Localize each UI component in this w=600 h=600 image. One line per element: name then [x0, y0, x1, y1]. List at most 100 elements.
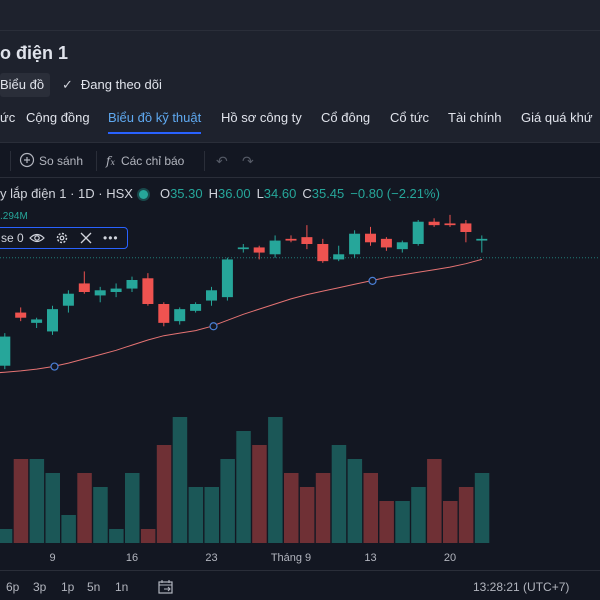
- indicators-label: Các chỉ báo: [120, 154, 185, 168]
- candle-body: [269, 240, 281, 255]
- volume-bar: [299, 487, 315, 543]
- more-icon[interactable]: •••: [103, 231, 119, 245]
- compare-label: So sánh: [39, 154, 84, 168]
- volume-bar: [236, 431, 251, 543]
- volume-bar: [458, 487, 474, 543]
- candle-body: [396, 242, 408, 250]
- candle-body: [301, 237, 313, 244]
- open-value: 35.30: [170, 186, 203, 201]
- volume-bar: [77, 473, 92, 543]
- volume-bar: [411, 487, 426, 543]
- volume-bar: [284, 473, 299, 543]
- indicators-button[interactable]: fx Các chỉ báo: [106, 152, 184, 172]
- close-value: 35.45: [311, 186, 345, 201]
- candle-body: [460, 223, 472, 232]
- range-3m[interactable]: 3p: [33, 580, 47, 594]
- candle-body: [365, 233, 376, 243]
- tab-dividends-truncated[interactable]: ức: [0, 110, 16, 125]
- volume-bar: [474, 473, 490, 543]
- volume-bar: [45, 473, 60, 543]
- candle-body: [126, 280, 138, 289]
- candle-body: [237, 247, 249, 250]
- follow-label: Đang theo dõi: [80, 77, 162, 92]
- tab-shareholders[interactable]: Cổ đông: [321, 110, 371, 125]
- header-divider: [0, 30, 600, 31]
- tab-financials[interactable]: Tài chính: [448, 110, 502, 125]
- chart-chip[interactable]: Biểu đồ: [0, 73, 51, 97]
- volume-bar: [443, 501, 458, 543]
- close-key: C: [302, 186, 312, 201]
- range-1m[interactable]: 1p: [61, 580, 75, 594]
- volume-bar: [252, 445, 267, 543]
- tab-bar: ức Cộng đồng Biểu đồ kỹ thuật Hồ sơ công…: [0, 108, 600, 138]
- tab-community[interactable]: Cộng đồng: [26, 110, 90, 125]
- redo-icon[interactable]: ↷: [242, 153, 254, 169]
- low-key: L: [256, 186, 264, 201]
- volume-bar: [204, 487, 219, 543]
- candle-body: [221, 259, 233, 298]
- candle-body: [47, 309, 58, 332]
- tab-dividends[interactable]: Cổ tức: [390, 110, 430, 125]
- page-title: o điện 1: [0, 43, 69, 63]
- volume-bar: [395, 501, 410, 543]
- calendar-range-icon[interactable]: [158, 580, 174, 597]
- candle-body: [15, 312, 27, 318]
- volume-bar: [140, 529, 156, 543]
- candle-body: [206, 290, 217, 301]
- indicator-pill[interactable]: se 0 •••: [0, 227, 128, 249]
- candle-body: [333, 254, 345, 260]
- volume-bar: [379, 501, 394, 543]
- volume-bar: [29, 459, 45, 543]
- check-icon: ✓: [62, 77, 73, 92]
- candle-body: [31, 319, 43, 323]
- candle-body: [110, 288, 122, 292]
- chart-toolbar: So sánh fx Các chỉ báo ↶ ↷: [0, 142, 600, 178]
- x-axis-label: 9: [49, 552, 56, 564]
- x-axis-label: 20: [443, 552, 457, 564]
- candle-body: [0, 336, 11, 366]
- symbol-label: y lắp điện 1 · 1D · HSX: [0, 186, 133, 201]
- market-status-icon: [138, 190, 148, 200]
- volume-bar: [220, 459, 235, 543]
- volume-bar: [331, 445, 347, 543]
- range-5d[interactable]: 5n: [87, 580, 101, 594]
- candle-body: [380, 238, 392, 248]
- candle-body: [94, 290, 106, 296]
- volume-bar: [363, 473, 378, 543]
- compare-button[interactable]: So sánh: [19, 152, 83, 170]
- range-1d[interactable]: 1n: [115, 580, 129, 594]
- gear-icon[interactable]: [55, 231, 69, 248]
- x-axis-label: 16: [125, 552, 139, 564]
- volume-bar: [427, 459, 442, 543]
- undo-icon[interactable]: ↶: [216, 153, 228, 169]
- follow-button[interactable]: ✓ Đang theo dõi: [62, 73, 162, 97]
- candle-body: [349, 233, 361, 255]
- candle-body: [428, 221, 440, 226]
- tab-price-history[interactable]: Giá quá khứ: [521, 110, 593, 125]
- moving-average-line: [0, 258, 482, 374]
- candle-body: [253, 247, 265, 253]
- stock-header: o điện 1 Biểu đồ ✓ Đang theo dõi ức Cộng …: [0, 0, 600, 142]
- event-marker: [50, 362, 59, 371]
- volume-bar: [268, 417, 283, 543]
- function-icon: fx: [106, 154, 115, 168]
- close-icon[interactable]: [80, 231, 92, 248]
- toolbar-divider: [204, 151, 205, 171]
- candle-body: [317, 244, 329, 262]
- volume-bar: [0, 529, 13, 543]
- eye-icon[interactable]: [29, 231, 45, 248]
- low-value: 34.60: [263, 186, 297, 201]
- volume-bar: [315, 473, 331, 543]
- open-key: O: [159, 186, 171, 201]
- x-axis-label: 13: [364, 552, 377, 564]
- volume-bar: [109, 529, 124, 543]
- tab-technical-chart[interactable]: Biểu đồ kỹ thuật: [108, 108, 202, 134]
- tab-company-profile[interactable]: Hồ sơ công ty: [221, 110, 302, 125]
- candle-body: [158, 304, 170, 323]
- event-marker: [209, 322, 218, 331]
- candle-body: [78, 283, 90, 292]
- plus-circle-icon: [19, 152, 35, 168]
- candlestick-chart[interactable]: [0, 178, 600, 548]
- range-6m[interactable]: 6p: [6, 580, 20, 594]
- change-value: −0.80 (−2.21%): [350, 186, 440, 201]
